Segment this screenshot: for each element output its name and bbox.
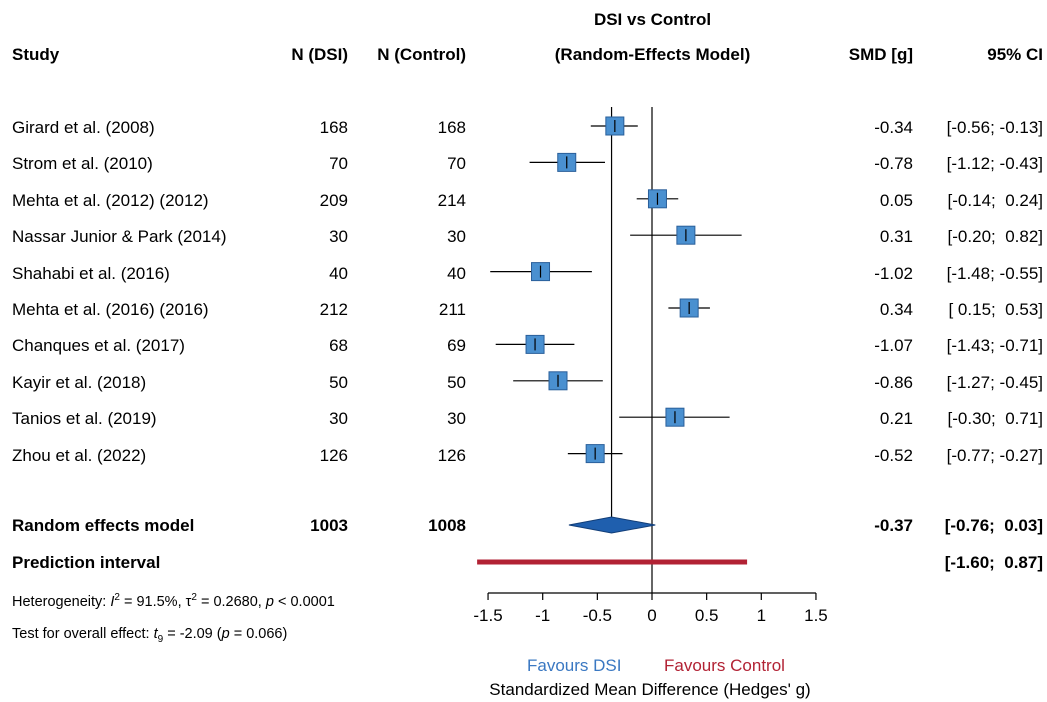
study-label: Tanios et al. (2019): [12, 409, 157, 429]
study-n-dsi: 50: [329, 372, 348, 392]
random-effects-smd: -0.37: [874, 516, 913, 535]
x-tick-label: 1.5: [804, 606, 828, 625]
study-label: Zhou et al. (2022): [12, 445, 147, 465]
x-tick-label: 1: [757, 606, 766, 625]
column-header-ci: 95% CI: [987, 45, 1043, 64]
random-effects-n-control: 1008: [428, 516, 466, 535]
overall-effect-text: Test for overall effect: t9 = -2.09 (p =…: [12, 626, 288, 645]
study-ci: [-0.20; 0.82]: [947, 227, 1043, 247]
column-header-n-dsi: N (DSI): [291, 45, 348, 64]
x-tick-label: -1.5: [473, 606, 502, 625]
study-n-control: 214: [437, 190, 466, 210]
study-ci: [-1.27; -0.45]: [946, 372, 1043, 392]
study-label: Shahabi et al. (2016): [12, 263, 170, 283]
study-n-control: 30: [447, 409, 466, 429]
column-header-study: Study: [12, 45, 60, 64]
chart-subtitle: (Random-Effects Model): [554, 45, 751, 64]
study-ci: [-0.30; 0.71]: [947, 409, 1043, 429]
study-smd: 0.05: [879, 190, 913, 210]
study-n-dsi: 68: [329, 336, 348, 356]
prediction-interval-label: Prediction interval: [12, 553, 161, 572]
study-n-control: 40: [447, 263, 466, 283]
study-ci: [-1.12; -0.43]: [946, 154, 1043, 174]
study-label: Mehta et al. (2012) (2012): [12, 190, 209, 210]
x-axis-label: Standardized Mean Difference (Hedges' g): [489, 680, 811, 699]
study-label: Mehta et al. (2016) (2016): [12, 300, 209, 319]
study-n-control: 70: [447, 154, 466, 174]
study-n-control: 69: [447, 336, 466, 356]
column-header-n-control: N (Control): [377, 45, 466, 64]
x-tick-label: -0.5: [583, 606, 612, 625]
chart-title: DSI vs Control: [593, 10, 712, 29]
study-label: Strom et al. (2010): [12, 154, 153, 174]
column-header-smd: SMD [g]: [848, 45, 913, 64]
study-n-control: 50: [447, 372, 466, 392]
study-n-control: 126: [437, 445, 466, 465]
study-n-control: 168: [437, 118, 466, 137]
random-effects-n-dsi: 1003: [310, 516, 348, 535]
study-ci: [-0.56; -0.13]: [946, 118, 1043, 137]
prediction-interval-ci: [-1.60; 0.87]: [944, 553, 1043, 572]
study-n-dsi: 30: [329, 227, 348, 247]
study-ci: [-0.14; 0.24]: [947, 190, 1043, 210]
x-tick-label: 0: [647, 606, 656, 625]
study-n-control: 30: [447, 227, 466, 247]
x-tick-label: -1: [535, 606, 550, 625]
study-smd: -1.07: [874, 336, 913, 356]
study-smd: 0.31: [879, 227, 913, 247]
study-label: Nassar Junior & Park (2014): [12, 227, 227, 247]
study-smd: -1.02: [874, 263, 913, 283]
study-ci: [-0.77; -0.27]: [946, 445, 1043, 465]
study-n-dsi: 126: [319, 445, 348, 465]
study-n-dsi: 70: [329, 154, 348, 174]
study-smd: 0.21: [879, 409, 913, 429]
study-smd: -0.78: [874, 154, 913, 174]
study-n-dsi: 40: [329, 263, 348, 283]
x-tick-label: 0.5: [695, 606, 719, 625]
study-smd: -0.86: [874, 372, 913, 392]
random-effects-diamond: [568, 516, 656, 534]
study-n-dsi: 209: [319, 190, 348, 210]
study-n-control: 211: [438, 300, 466, 319]
study-ci: [-1.48; -0.55]: [946, 263, 1043, 283]
study-smd: -0.52: [874, 445, 913, 465]
random-effects-label: Random effects model: [12, 516, 195, 535]
favours-control-label: Favours Control: [664, 656, 785, 675]
random-effects-ci: [-0.76; 0.03]: [944, 516, 1043, 535]
study-ci: [-1.43; -0.71]: [946, 336, 1043, 356]
study-label: Girard et al. (2008): [12, 118, 155, 137]
heterogeneity-text: Heterogeneity: I2 = 91.5%, τ2 = 0.2680, …: [12, 592, 335, 610]
study-smd: -0.34: [874, 118, 913, 137]
study-n-dsi: 30: [329, 409, 348, 429]
study-smd: 0.34: [879, 300, 913, 319]
favours-dsi-label: Favours DSI: [527, 656, 622, 675]
study-n-dsi: 168: [319, 118, 348, 137]
study-ci: [ 0.15; 0.53]: [948, 300, 1043, 319]
study-label: Kayir et al. (2018): [12, 372, 147, 392]
study-label: Chanques et al. (2017): [12, 336, 185, 356]
study-n-dsi: 212: [319, 300, 348, 319]
